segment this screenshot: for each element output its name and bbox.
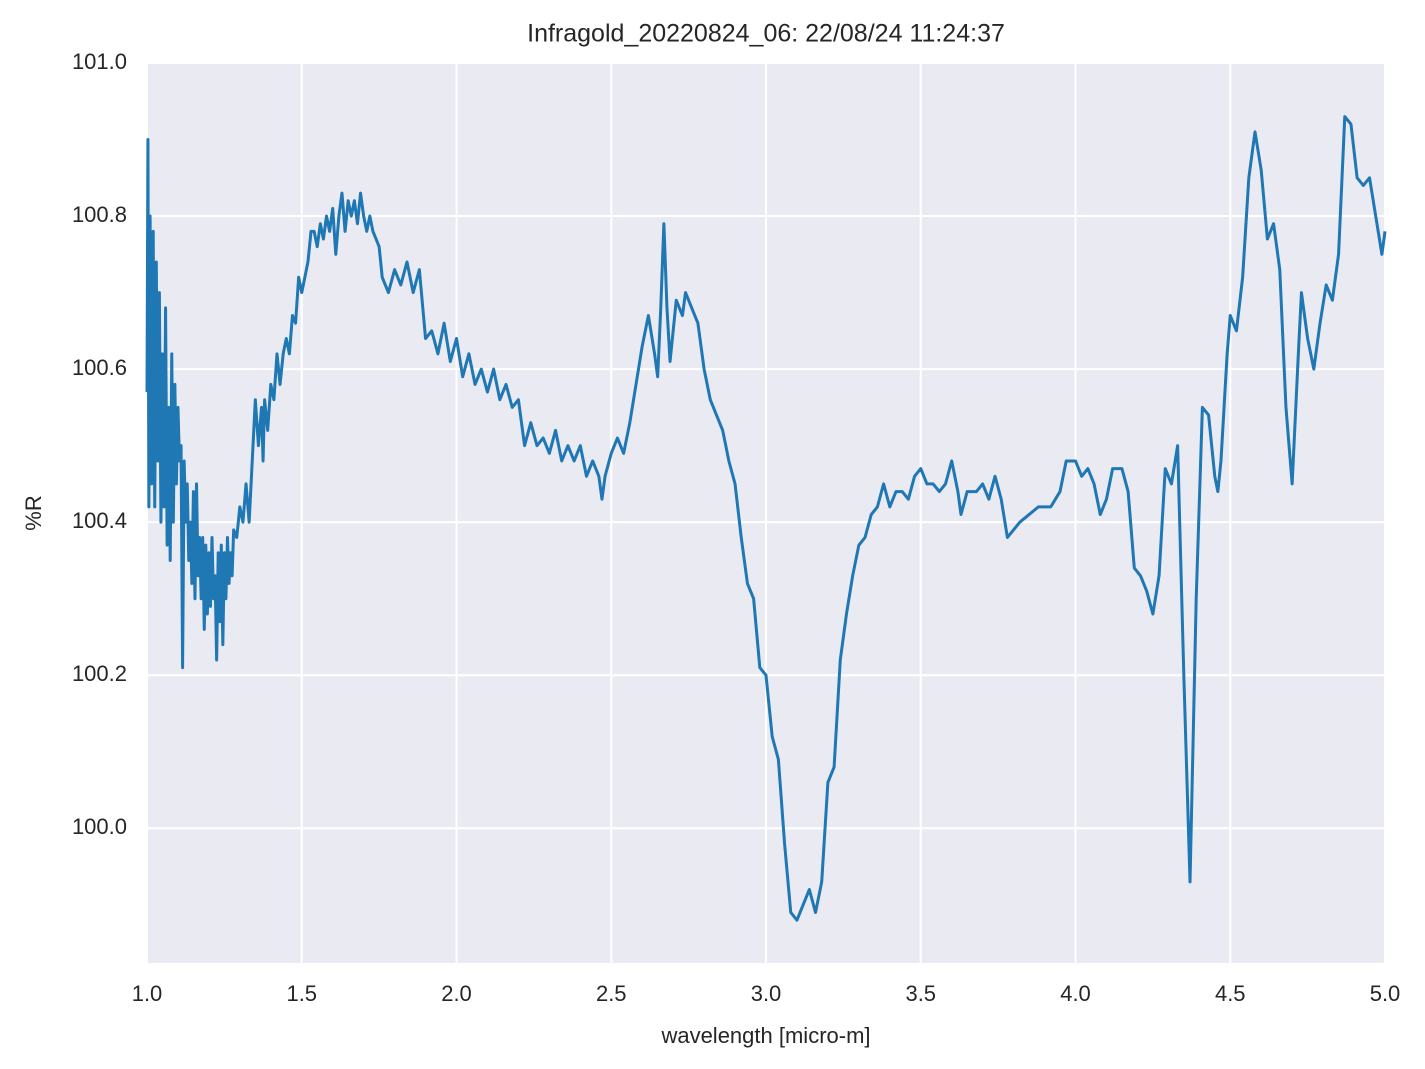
y-axis-label: %R	[21, 495, 46, 530]
x-tick-label: 3.0	[751, 981, 782, 1006]
y-tick-label: 100.4	[72, 508, 127, 533]
y-tick-label: 101.0	[72, 49, 127, 74]
marks	[145, 115, 1387, 922]
x-tick-label: 2.5	[596, 981, 627, 1006]
data-line	[145, 115, 1387, 922]
x-tick-label: 1.5	[286, 981, 317, 1006]
x-tick-label: 3.5	[905, 981, 936, 1006]
y-tick-label: 100.0	[72, 814, 127, 839]
y-tick-label: 100.8	[72, 202, 127, 227]
x-tick-label: 4.0	[1060, 981, 1091, 1006]
y-tick-label: 100.2	[72, 661, 127, 686]
x-tick-label: 1.0	[132, 981, 163, 1006]
x-tick-label: 5.0	[1370, 981, 1401, 1006]
x-tick-label: 4.5	[1215, 981, 1246, 1006]
x-tick-label: 2.0	[441, 981, 472, 1006]
y-tick-label: 100.6	[72, 355, 127, 380]
chart-title: Infragold_20220824_06: 22/08/24 11:24:37	[527, 20, 1005, 48]
x-axis-label: wavelength [micro-m]	[660, 1023, 870, 1048]
